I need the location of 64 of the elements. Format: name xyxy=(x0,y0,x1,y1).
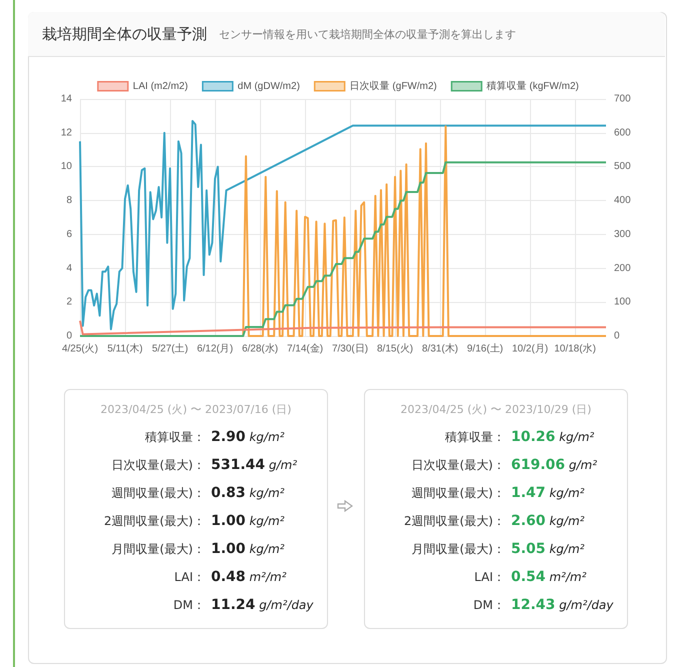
y2-tick-label: 400 xyxy=(614,195,632,206)
text: 619.06 g/m² xyxy=(511,457,598,473)
text: 2.60 kg/m² xyxy=(511,513,584,529)
chart-subtitle: センサー情報を用いて栽培期間全体の収量予測を算出します xyxy=(219,26,516,42)
text: 2.90 kg/m² xyxy=(211,429,284,445)
y2-tick-label: 300 xyxy=(614,228,632,240)
text: 2023/04/25 (火) 〜 2023/10/29 (日) xyxy=(400,402,592,417)
text: 月間収量(最大)： xyxy=(110,540,205,558)
text: 0.83 kg/m² xyxy=(211,485,284,501)
text: 週間収量(最大)： xyxy=(410,484,505,502)
text: 5.05 kg/m² xyxy=(511,541,584,557)
y2-tick-label: 200 xyxy=(614,262,632,274)
x-tick-label: 4/25(火) xyxy=(62,342,98,354)
x-tick-label: 5/27(土) xyxy=(152,342,188,354)
text: 12.43 g/m²/day xyxy=(511,597,614,613)
x-tick-label: 10/2(月) xyxy=(512,344,548,354)
x-tick-label: 7/14(金) xyxy=(286,342,324,354)
chart-title: 栽培期間全体の収量予測 xyxy=(42,24,207,44)
x-tick-label: 7/30(日) xyxy=(332,344,368,354)
text: 2週間収量(最大)： xyxy=(403,512,505,530)
text: 週間収量(最大)： xyxy=(110,484,205,502)
text: 10.26 kg/m² xyxy=(511,429,594,445)
y-tick-label: 14 xyxy=(60,94,72,104)
x-tick-label: 10/18(水) xyxy=(554,342,596,354)
text: 1.00 kg/m² xyxy=(211,541,284,557)
legend-label: dM (gDW/m2) xyxy=(238,80,300,92)
text: 積算収量： xyxy=(144,428,205,446)
y-tick-label: 2 xyxy=(66,296,72,308)
y-tick-label: 4 xyxy=(66,262,72,274)
text: DM： xyxy=(172,596,205,614)
y2-tick-label: 100 xyxy=(614,296,632,308)
y-tick-label: 8 xyxy=(66,195,72,206)
x-tick-label: 6/28(水) xyxy=(242,342,278,354)
text: 531.44 g/m² xyxy=(211,457,298,473)
x-tick-label: 5/11(木) xyxy=(107,342,143,354)
text: LAI： xyxy=(173,568,205,586)
y-tick-label: 6 xyxy=(66,228,72,240)
legend-label: 日次収量 (gFW/m2) xyxy=(350,80,437,92)
legend-label: LAI (m2/m2) xyxy=(132,80,188,92)
text: 1.00 kg/m² xyxy=(211,513,284,529)
text: 0.54 m²/m² xyxy=(511,569,586,585)
legend-label: 積算収量 (kgFW/m2) xyxy=(486,80,579,92)
y2-tick-label: 0 xyxy=(614,330,620,342)
text: 2023/04/25 (火) 〜 2023/07/16 (日) xyxy=(100,402,292,417)
text: 0.48 m²/m² xyxy=(211,569,286,585)
y2-tick-label: 500 xyxy=(614,161,632,172)
text: LAI： xyxy=(473,568,505,586)
x-tick-label: 6/12(月) xyxy=(196,344,234,354)
text: 11.24 g/m²/day xyxy=(211,597,314,613)
text: 日次収量(最大)： xyxy=(410,456,505,474)
x-tick-label: 8/15(火) xyxy=(376,342,414,354)
text: 日次収量(最大)： xyxy=(110,456,205,474)
text: 1.47 kg/m² xyxy=(511,485,584,501)
x-tick-label: 9/16(土) xyxy=(466,342,504,354)
text: 月間収量(最大)： xyxy=(410,540,505,558)
y-tick-label: 10 xyxy=(60,161,72,172)
y-tick-label: 0 xyxy=(66,330,72,342)
text: DM： xyxy=(472,596,505,614)
x-tick-label: 8/31(木) xyxy=(422,342,458,354)
y-tick-label: 12 xyxy=(60,127,72,138)
y2-tick-label: 600 xyxy=(614,127,632,138)
text: 2週間収量(最大)： xyxy=(103,512,205,530)
y2-tick-label: 700 xyxy=(614,94,632,104)
text: 積算収量： xyxy=(444,428,505,446)
